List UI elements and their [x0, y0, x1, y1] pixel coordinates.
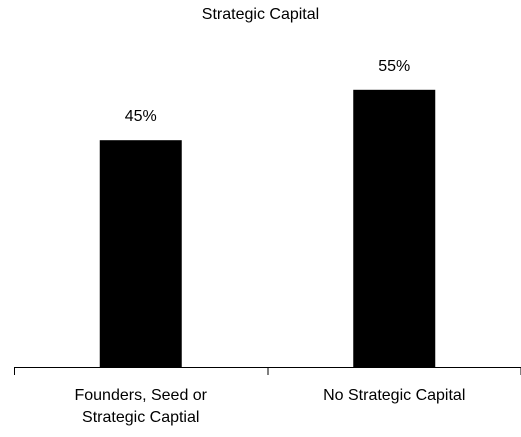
x-tick-label: Founders, Seed or Strategic Captial	[74, 387, 208, 426]
chart-title: Strategic Capital	[201, 6, 320, 23]
x-tick-label: No Strategic Capital	[323, 387, 466, 404]
bar	[99, 140, 182, 367]
bar	[353, 89, 436, 368]
value-label: 55%	[378, 57, 411, 75]
value-label: 45%	[124, 108, 157, 126]
